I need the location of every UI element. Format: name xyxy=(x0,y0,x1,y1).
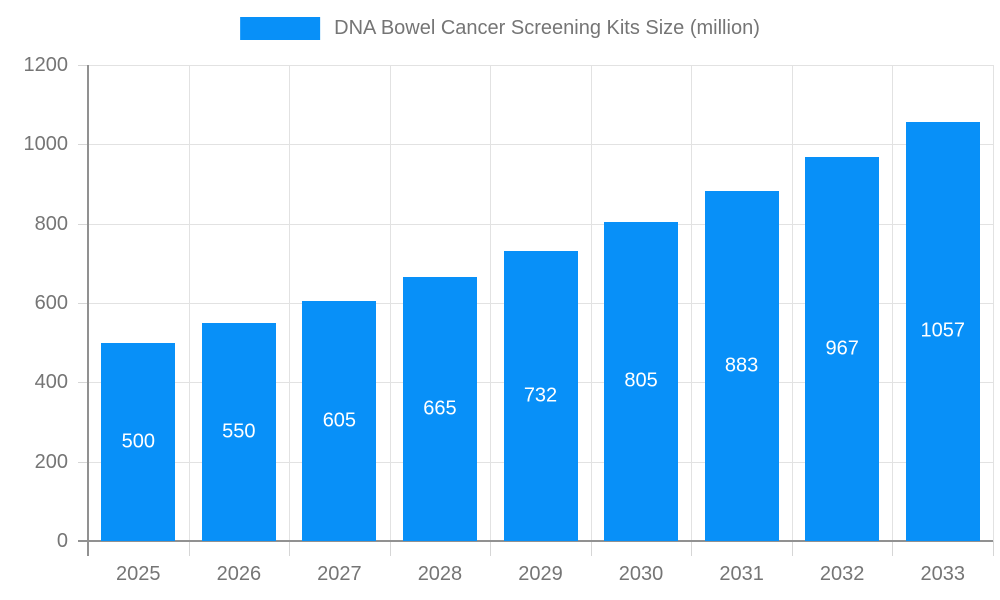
bar-value-label: 883 xyxy=(724,354,759,377)
y-axis-label: 200 xyxy=(34,450,68,473)
x-gridline xyxy=(791,65,793,541)
x-axis-tick xyxy=(691,541,693,556)
legend-item[interactable]: DNA Bowel Cancer Screening Kits Size (mi… xyxy=(240,17,760,40)
y-gridline xyxy=(88,65,993,66)
bar-value-label: 805 xyxy=(624,369,658,392)
x-gridline xyxy=(188,65,190,541)
bar-2027[interactable]: 605 xyxy=(302,301,377,541)
bar-2033[interactable]: 1057 xyxy=(905,121,980,541)
x-gridline xyxy=(389,65,391,541)
x-gridline xyxy=(892,65,894,541)
y-axis-label: 1200 xyxy=(23,54,69,76)
y-axis-tick xyxy=(78,382,88,384)
x-axis-tick xyxy=(791,541,793,556)
y-axis-label: 800 xyxy=(34,212,68,235)
x-gridline xyxy=(590,65,592,541)
x-axis-tick xyxy=(188,541,190,556)
x-axis-label: 2025 xyxy=(116,563,161,585)
x-axis-tick xyxy=(993,541,994,556)
bar-value-label: 967 xyxy=(825,337,859,360)
x-axis-tick xyxy=(289,541,291,556)
y-axis-label: 1000 xyxy=(23,133,69,156)
x-axis-tick xyxy=(389,541,391,556)
y-axis-line xyxy=(87,65,89,556)
y-axis-label: 0 xyxy=(56,530,68,552)
bar-2028[interactable]: 665 xyxy=(402,277,477,541)
x-gridline xyxy=(691,65,693,541)
y-axis-tick xyxy=(78,461,88,463)
bar-value-label: 665 xyxy=(423,397,457,420)
y-axis-label: 600 xyxy=(34,292,68,314)
bar-2026[interactable]: 550 xyxy=(201,322,276,541)
y-axis-tick xyxy=(78,303,88,304)
x-axis-label: 2033 xyxy=(920,563,965,585)
x-axis-label: 2029 xyxy=(518,563,563,585)
bar-value-label: 732 xyxy=(523,384,558,407)
bar-2032[interactable]: 967 xyxy=(805,157,880,541)
bar-2031[interactable]: 883 xyxy=(704,190,779,541)
bar-value-label: 605 xyxy=(322,409,357,432)
x-axis-label: 2026 xyxy=(216,563,262,585)
x-axis-tick xyxy=(590,541,592,556)
x-axis-tick xyxy=(490,541,492,556)
bar-2030[interactable]: 805 xyxy=(604,221,679,541)
x-axis-label: 2032 xyxy=(819,563,865,585)
x-gridline xyxy=(289,65,291,541)
x-axis-label: 2027 xyxy=(317,563,362,585)
y-axis-tick xyxy=(78,223,88,225)
x-axis-tick xyxy=(892,541,894,556)
x-gridline xyxy=(490,65,492,541)
x-gridline xyxy=(993,65,994,541)
bar-2029[interactable]: 732 xyxy=(503,250,578,541)
y-axis-tick xyxy=(78,65,88,66)
y-axis-label: 400 xyxy=(34,371,68,394)
bar-value-label: 1057 xyxy=(920,319,965,342)
bar-2025[interactable]: 500 xyxy=(101,342,176,541)
x-axis-label: 2028 xyxy=(417,563,463,585)
x-axis-line xyxy=(78,540,993,542)
bar-value-label: 500 xyxy=(121,430,155,453)
legend-swatch xyxy=(240,17,321,40)
x-axis-label: 2031 xyxy=(719,563,764,585)
bar-value-label: 550 xyxy=(222,420,256,443)
legend-label: DNA Bowel Cancer Screening Kits Size (mi… xyxy=(334,17,760,39)
y-gridline xyxy=(88,223,993,225)
y-axis-tick xyxy=(78,144,88,146)
x-axis-label: 2030 xyxy=(618,563,664,585)
y-gridline xyxy=(88,144,993,146)
